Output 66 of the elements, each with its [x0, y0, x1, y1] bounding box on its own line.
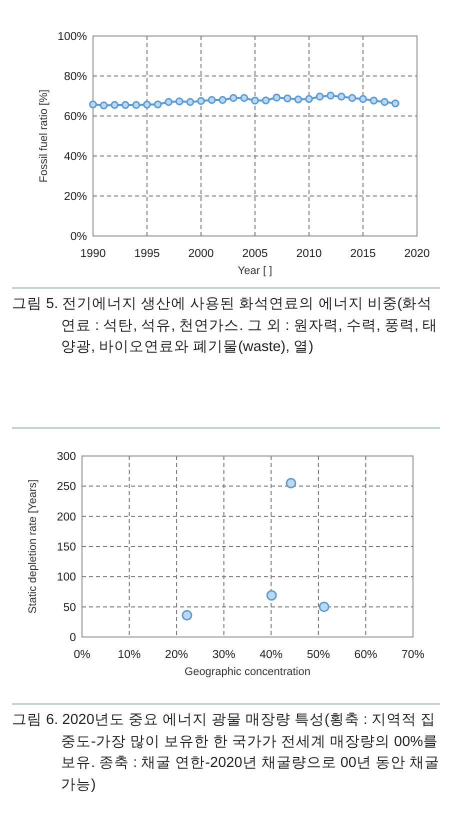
point [286, 478, 296, 488]
point [294, 95, 302, 104]
point [110, 101, 119, 109]
y-tick-label: 150 [56, 542, 76, 554]
x-tick-label: 60% [354, 649, 378, 661]
y-tick-label: 100 [56, 572, 76, 584]
point [132, 101, 140, 109]
point [175, 97, 184, 106]
point [164, 98, 173, 106]
point [380, 98, 389, 106]
x-tick-label: 20% [165, 649, 188, 661]
y-axis-title: Static depletion rate [Years] [27, 479, 39, 614]
x-axis-title: Year [ ] [238, 265, 272, 277]
x-tick-label: 1995 [134, 248, 160, 260]
point [305, 95, 313, 103]
y-axis-title: Fossil fuel ratio [%] [38, 90, 50, 182]
x-tick-label: 50% [306, 649, 330, 661]
point [359, 95, 367, 103]
point [262, 96, 270, 104]
x-tick-label: 70% [401, 649, 425, 661]
point [348, 94, 356, 102]
point [337, 92, 346, 101]
x-tick-label: 2005 [242, 248, 268, 260]
x-tick-label: 2010 [296, 248, 322, 260]
point [154, 100, 162, 108]
point [121, 101, 130, 109]
y-tick-label: 40% [64, 151, 87, 163]
point [391, 99, 400, 108]
point [143, 100, 151, 109]
x-tick-label: 1990 [80, 248, 106, 260]
y-tick-label: 80% [64, 71, 87, 83]
point [208, 96, 216, 104]
point [229, 94, 238, 102]
point [316, 92, 324, 101]
point [370, 96, 378, 105]
point [182, 610, 192, 621]
x-tick-label: 2000 [188, 248, 214, 260]
y-tick-label: 0% [70, 231, 87, 243]
point [100, 101, 108, 110]
caption: 그림 6. 2020년도 중요 에너지 광물 매장량 특성(횡축 : 지역적 집중도-가장 많이 보유한 한 국가가 전세계 매장량의 00%를 보유. 종축 : 채굴 연한-2020년 채굴량으로 00년 동안 채굴 가능) [12, 711, 440, 794]
point [272, 94, 281, 102]
y-tick-label: 20% [64, 191, 87, 203]
point [318, 602, 330, 612]
x-tick-label: 2020 [404, 248, 430, 260]
y-tick-label: 250 [56, 481, 76, 494]
point [266, 590, 277, 601]
x-axis-title: Geographic concentration [184, 666, 310, 678]
y-tick-label: 300 [56, 451, 76, 463]
point [218, 96, 227, 104]
point [326, 92, 335, 100]
point [240, 94, 248, 102]
point [197, 97, 205, 105]
x-tick-label: 30% [212, 649, 236, 661]
point [186, 98, 194, 106]
y-tick-label: 50 [63, 602, 76, 614]
point [251, 96, 259, 105]
point [89, 100, 97, 108]
caption: 그림 5. 전기에너지 생산에 사용된 화석연료의 에너지 비중(화석연료 : 석탄, 석유, 천연가스. 그 외 : 원자력, 수력, 풍력, 태양광, 바이오연료와 폐기물(waste), 열) [12, 295, 439, 357]
x-tick-label: 10% [118, 649, 141, 661]
y-tick-label: 0 [70, 632, 76, 644]
point [283, 94, 292, 102]
y-tick-label: 100% [58, 31, 87, 43]
y-tick-label: 60% [64, 111, 87, 123]
x-tick-label: 2015 [350, 248, 376, 260]
x-tick-label: 40% [260, 649, 283, 661]
y-tick-label: 200 [56, 511, 76, 524]
